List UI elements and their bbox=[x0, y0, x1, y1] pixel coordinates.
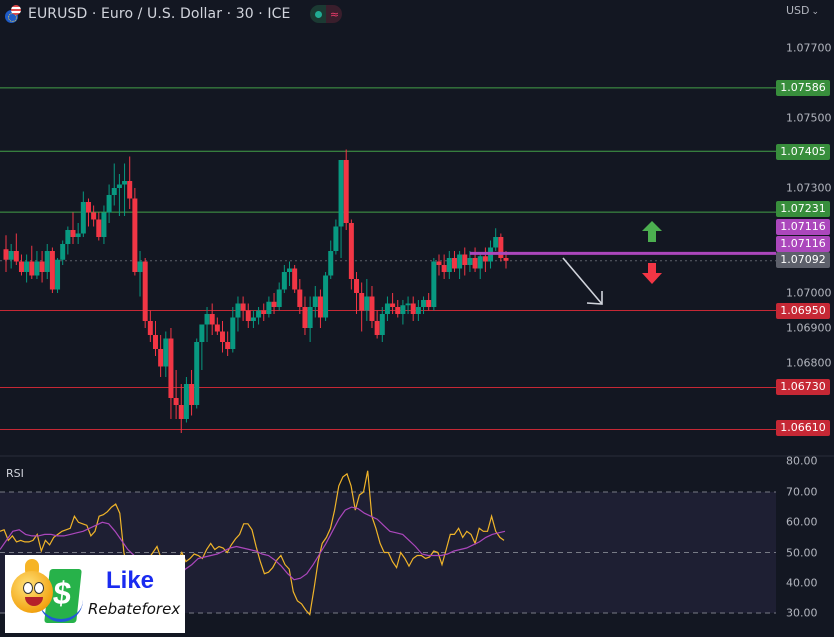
red-down-arrow-icon[interactable] bbox=[642, 263, 662, 284]
price-level-tag[interactable]: 1.07586 bbox=[776, 80, 830, 96]
price-level-tag[interactable]: 1.07116 bbox=[776, 236, 830, 252]
eur-usd-flag-icon bbox=[4, 5, 22, 24]
rebateforex-watermark-logo: Like Rebateforex bbox=[5, 555, 185, 633]
price-tick-label: 1.06800 bbox=[786, 356, 832, 370]
currency-label: USD bbox=[786, 4, 810, 17]
price-tick-label: 1.07300 bbox=[786, 181, 832, 195]
rsi-tick-label: 50.00 bbox=[786, 546, 818, 560]
curved-arrow-icon bbox=[39, 599, 83, 622]
annotations[interactable] bbox=[470, 221, 776, 305]
diagonal-down-arrow-icon[interactable] bbox=[562, 257, 603, 305]
rsi-ma-line bbox=[0, 506, 506, 581]
logo-brand-text: Rebateforex bbox=[88, 600, 181, 618]
price-level-tag[interactable]: 1.07231 bbox=[776, 201, 830, 217]
price-level-tag[interactable]: 1.07116 bbox=[776, 219, 830, 235]
currency-selector[interactable]: USD ⌄ bbox=[786, 4, 819, 17]
symbol-header[interactable]: EURUSD · Euro / U.S. Dollar · 30 · ICE ≈ bbox=[4, 4, 343, 24]
price-level-tag[interactable]: 1.07405 bbox=[776, 144, 830, 160]
rsi-tick-label: 30.00 bbox=[786, 606, 818, 620]
green-up-arrow-icon[interactable] bbox=[642, 221, 662, 242]
price-tick-label: 1.07700 bbox=[786, 41, 832, 55]
price-level-tag[interactable]: 1.06610 bbox=[776, 420, 830, 436]
price-tick-label: 1.06900 bbox=[786, 321, 832, 335]
horizontal-levels[interactable] bbox=[0, 87, 776, 430]
price-level-tag[interactable]: 1.07092 bbox=[776, 252, 830, 268]
wave-icon: ≈ bbox=[326, 5, 343, 23]
chevron-down-icon: ⌄ bbox=[811, 7, 820, 17]
candlestick-series bbox=[3, 149, 509, 433]
logo-like-text: Like bbox=[106, 567, 155, 594]
rsi-indicator-label[interactable]: RSI bbox=[6, 467, 24, 480]
price-tick-label: 1.07500 bbox=[786, 111, 832, 125]
price-tick-label: 1.07000 bbox=[786, 286, 832, 300]
chart-title[interactable]: EURUSD · Euro / U.S. Dollar · 30 · ICE bbox=[28, 6, 291, 22]
green-dot-icon bbox=[310, 5, 327, 23]
rsi-tick-label: 60.00 bbox=[786, 515, 818, 529]
smiley-face-icon bbox=[11, 571, 53, 613]
rsi-tick-label: 70.00 bbox=[786, 485, 818, 499]
rsi-line bbox=[0, 470, 505, 616]
rsi-tick-label: 40.00 bbox=[786, 576, 818, 590]
price-level-tag[interactable]: 1.06730 bbox=[776, 379, 830, 395]
price-level-tag[interactable]: 1.06950 bbox=[776, 303, 830, 319]
rsi-tick-label: 80.00 bbox=[786, 454, 818, 468]
market-status-pill[interactable]: ≈ bbox=[310, 5, 343, 23]
